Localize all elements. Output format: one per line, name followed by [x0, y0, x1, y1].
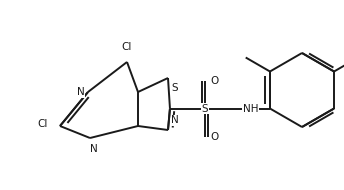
Text: S: S: [202, 104, 208, 113]
Text: Cl: Cl: [37, 119, 48, 129]
Text: Cl: Cl: [122, 42, 132, 51]
Text: O: O: [210, 131, 218, 142]
Text: N: N: [77, 87, 85, 97]
Text: N: N: [171, 115, 179, 125]
Text: N: N: [89, 144, 97, 154]
Text: NH: NH: [243, 104, 258, 113]
Text: S: S: [171, 83, 178, 93]
Text: O: O: [210, 75, 218, 86]
